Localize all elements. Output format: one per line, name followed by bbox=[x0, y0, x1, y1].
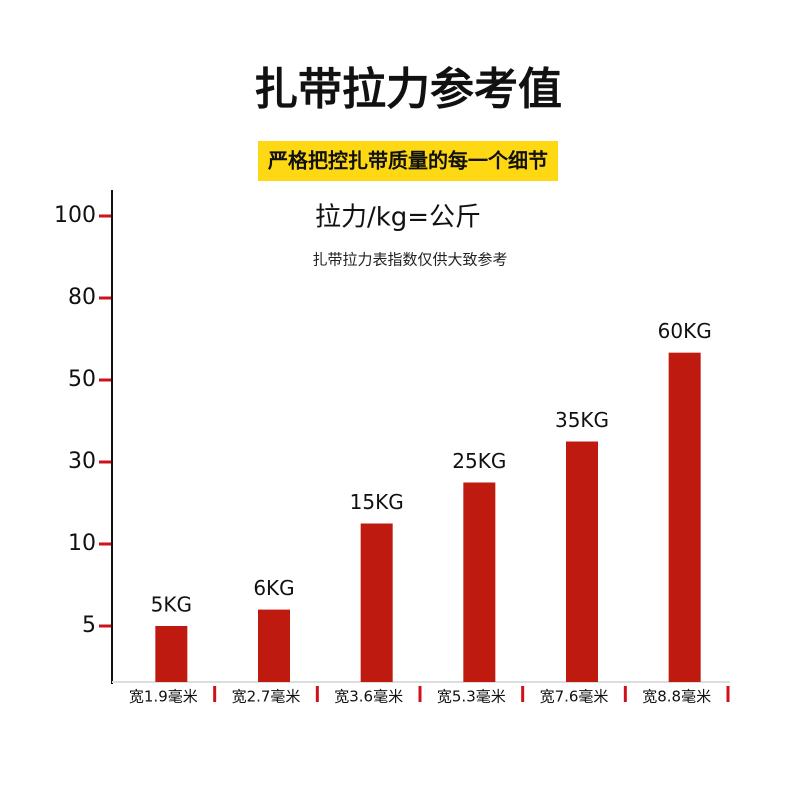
y-tick-label: 80 bbox=[68, 285, 96, 310]
x-tick-label: 宽3.6毫米 bbox=[334, 688, 403, 706]
x-tick-label: 宽2.7毫米 bbox=[232, 688, 301, 706]
value-label: 25KG bbox=[452, 449, 506, 473]
subtitle: 严格把控扎带质量的每一个细节 bbox=[267, 149, 548, 173]
banner bbox=[258, 141, 558, 181]
bar bbox=[258, 609, 290, 682]
axis-title: 拉力/kg=公斤 bbox=[315, 203, 481, 233]
x-tick-label: 宽5.3毫米 bbox=[437, 688, 506, 706]
x-tick-label: 宽1.9毫米 bbox=[129, 688, 198, 706]
x-tick-label: 宽7.6毫米 bbox=[540, 688, 609, 706]
y-tick-label: 50 bbox=[68, 367, 96, 392]
y-tick-label: 30 bbox=[68, 449, 96, 474]
x-tick-label: 宽8.8毫米 bbox=[642, 688, 711, 706]
value-label: 35KG bbox=[555, 408, 609, 432]
note: 扎带拉力表指数仅供大致参考 bbox=[312, 251, 507, 269]
bar bbox=[155, 626, 188, 682]
value-label: 15KG bbox=[350, 490, 404, 514]
bar bbox=[566, 441, 598, 682]
bar bbox=[668, 352, 701, 682]
bar bbox=[360, 523, 393, 682]
y-tick-label: 10 bbox=[68, 531, 96, 556]
bar bbox=[463, 482, 496, 682]
y-tick-label: 5 bbox=[82, 613, 96, 638]
value-label: 6KG bbox=[253, 576, 294, 600]
value-label: 5KG bbox=[151, 593, 192, 617]
y-tick-label: 100 bbox=[54, 203, 96, 228]
chart-title: 扎带拉力参考值 bbox=[254, 64, 562, 115]
value-label: 60KG bbox=[658, 319, 712, 343]
